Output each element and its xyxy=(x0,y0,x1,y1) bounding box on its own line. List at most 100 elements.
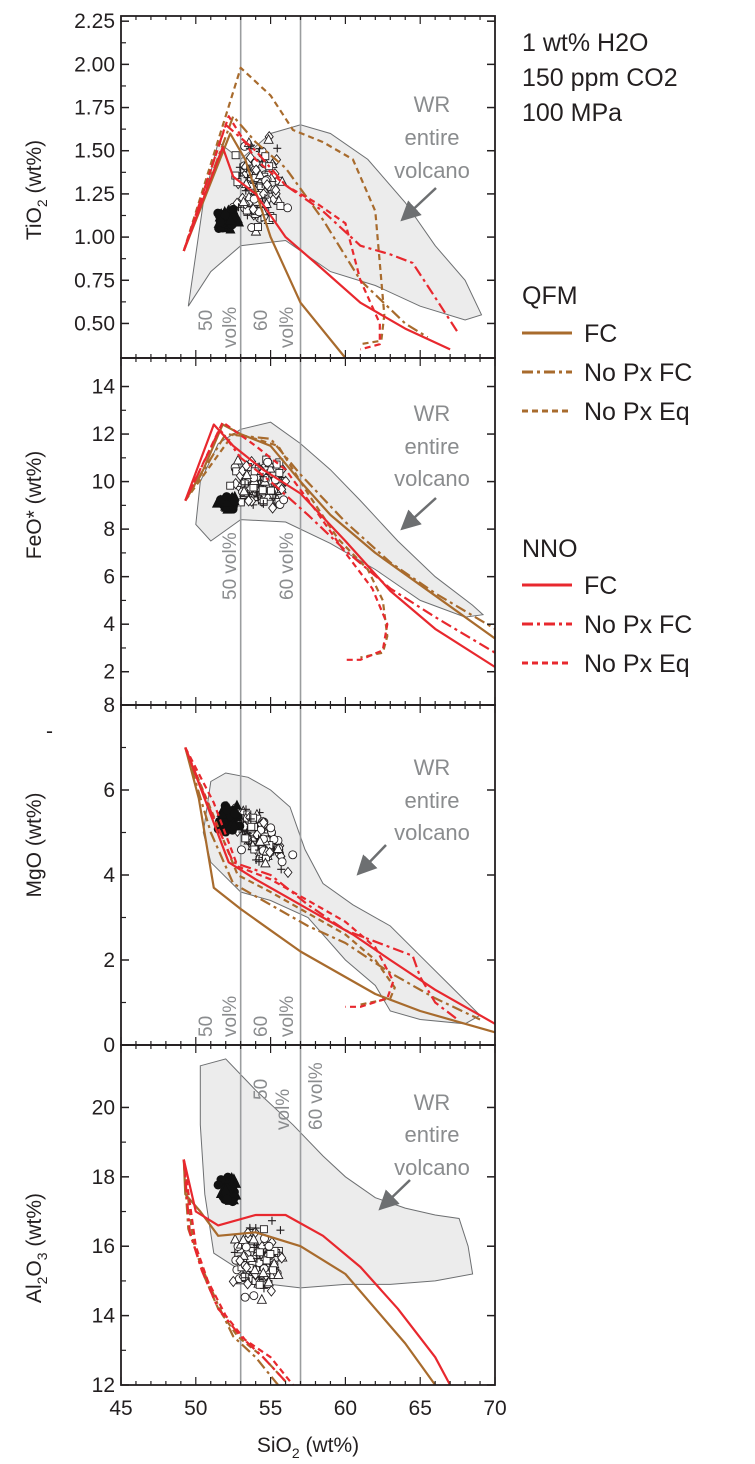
series-nno-no-px-fc xyxy=(182,123,459,333)
sample-point-circle xyxy=(288,850,298,860)
wr-label-1: WR xyxy=(414,401,451,426)
wr-label-3: volcano xyxy=(394,820,470,845)
sample-point-triangle xyxy=(260,857,271,868)
sample-point-circle xyxy=(264,1241,274,1251)
sample-point-plus xyxy=(241,1273,250,1282)
sample-point-filled-circle xyxy=(213,1180,223,1190)
sample-point-filled-triangle xyxy=(221,501,232,512)
sample-point-square xyxy=(259,1225,268,1234)
sample-point-plus xyxy=(241,805,250,814)
vline-label-60vol: 60 vol% xyxy=(277,532,298,600)
wr-label-1: WR xyxy=(414,1090,451,1115)
sample-point-square xyxy=(266,486,275,495)
sample-point-diamond xyxy=(251,164,261,176)
sample-point-diamond xyxy=(235,1255,245,1267)
vline-label-60: 60 xyxy=(251,310,272,331)
series-nno-no-px-fc xyxy=(184,747,459,1021)
sample-point-plus xyxy=(273,144,282,153)
sample-point-filled-triangle xyxy=(230,209,241,220)
ylabel-mgo: MgO (wt%) xyxy=(23,793,46,898)
legend-label-qfm-fc: FC xyxy=(584,320,617,348)
sample-point-filled-circle xyxy=(229,496,239,506)
panel-tio2: 0.50 0.75 1.00 1.25 1.50 1.75 2.00 2.25 50 vol%… xyxy=(23,10,496,359)
sample-point-square xyxy=(275,468,284,477)
condition-co2: 150 ppm CO2 xyxy=(522,64,678,92)
series-nno-no-px-eq xyxy=(182,1159,294,1386)
series-nno-fc xyxy=(184,747,496,1025)
wr-label-3: volcano xyxy=(394,1155,470,1180)
sample-point-circle xyxy=(249,1291,259,1301)
sample-point-filled-circle xyxy=(222,492,232,502)
series-nno-no-px-eq xyxy=(184,746,395,1008)
sample-point-filled-triangle xyxy=(220,1183,231,1194)
sample-point-triangle xyxy=(238,485,250,496)
series-qfm-no-px-eq xyxy=(182,66,386,346)
sample-point-square xyxy=(249,483,258,492)
series-nno-no-px-fc xyxy=(182,1159,287,1383)
x-tick-label: 50 xyxy=(184,1397,207,1420)
series-qfm-fc xyxy=(184,423,496,640)
y-tick-label: 1.00 xyxy=(74,226,115,249)
vline-label-50-unit: vol% xyxy=(273,1089,294,1130)
plot-frame xyxy=(120,1044,496,1386)
vline-label-50: 50 xyxy=(196,310,217,331)
sample-point-diamond xyxy=(262,179,272,191)
y-tick-label: 6 xyxy=(103,779,115,802)
sample-point-diamond xyxy=(277,1252,287,1264)
legend-label-nno-nopxeq: No Px Eq xyxy=(584,650,690,678)
sample-point-triangle xyxy=(249,1264,261,1275)
sample-point-circle xyxy=(263,457,273,467)
vline-label-50-unit: vol% xyxy=(220,307,241,348)
y-tick-label: 2 xyxy=(103,661,115,684)
sample-point-square xyxy=(255,1248,264,1257)
sample-point-diamond xyxy=(283,866,293,879)
series-qfm-no-px-fc xyxy=(182,115,429,339)
legend-label-nno-fc: FC xyxy=(584,572,617,600)
legend-title-nno: NNO xyxy=(522,535,578,563)
y-tick-label: 12 xyxy=(92,423,115,446)
y-tick-label: 12 xyxy=(92,1374,115,1397)
y-tick-label: 6 xyxy=(103,566,115,589)
sample-point-filled-circle xyxy=(230,809,240,819)
sample-point-circle xyxy=(283,203,292,213)
sample-point-filled-triangle xyxy=(229,820,240,831)
wr-envelope xyxy=(199,1058,474,1289)
vline-label-60-unit: vol% xyxy=(277,307,298,348)
ylabel-feo: FeO* (wt%) xyxy=(23,451,46,560)
sample-point-diamond xyxy=(266,1285,276,1297)
legend: QFM FC No Px FC No Px Eq NNO FC No Px FC… xyxy=(522,282,692,678)
sample-point-triangle xyxy=(248,1233,259,1244)
sample-point-filled-triangle xyxy=(231,1177,242,1188)
ylabel-al2o3: Al2O3 (wt%) xyxy=(23,1193,50,1303)
sample-point-plus xyxy=(261,194,270,203)
sample-point-triangle xyxy=(238,196,249,207)
sample-point-plus xyxy=(241,480,250,489)
sample-point-square xyxy=(231,151,240,160)
sample-point-plus xyxy=(267,1216,276,1225)
sample-point-square xyxy=(255,1280,264,1289)
y-tick-label: 16 xyxy=(92,1235,115,1258)
series-qfm-no-px-fc xyxy=(184,433,496,630)
y-tick-label: 0.50 xyxy=(74,312,115,335)
sample-point-filled-circle xyxy=(215,217,225,227)
series-nno-no-px-eq xyxy=(182,115,381,351)
y-tick-label: 1.75 xyxy=(74,97,115,120)
series-nno-fc xyxy=(182,1159,452,1386)
sample-point-plus xyxy=(276,1226,285,1235)
sample-point-triangle xyxy=(241,469,253,479)
sample-point-triangle xyxy=(263,1276,275,1287)
panel-al2o3: 12 14 16 18 20 45 50 55 60 65 70 50 vol% 60 vol% W… xyxy=(23,1044,507,1461)
vline-label-50vol: 50 vol% xyxy=(220,532,241,600)
y-tick-label: 10 xyxy=(92,471,115,494)
sample-point-diamond xyxy=(243,1278,253,1290)
sample-point-triangle xyxy=(229,1233,241,1244)
sample-point-plus xyxy=(253,491,262,500)
sample-point-circle xyxy=(241,1242,251,1252)
sample-point-triangle xyxy=(238,1234,249,1245)
minus-mark: - xyxy=(46,720,53,743)
vline-label-60vol: 60 vol% xyxy=(306,1062,327,1130)
y-tick-label: 1.50 xyxy=(74,140,115,163)
ylabel-tio2: TiO2 (wt%) xyxy=(23,140,50,240)
vline-label-50: 50 xyxy=(251,1079,272,1100)
